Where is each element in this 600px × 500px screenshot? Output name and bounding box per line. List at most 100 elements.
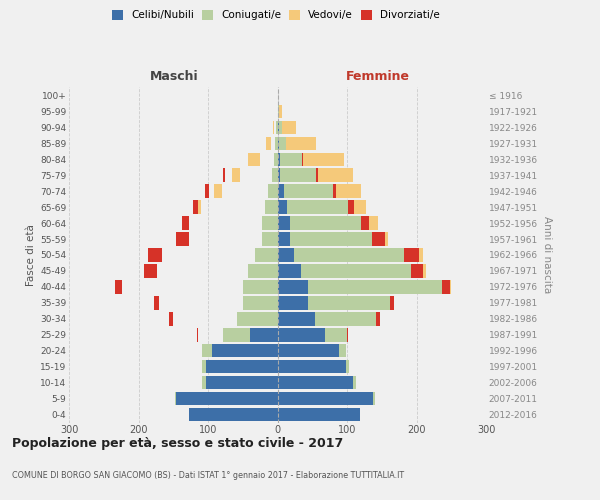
Bar: [188, 408, 277, 422]
Bar: [237, 312, 277, 326]
Bar: [346, 360, 349, 374]
Bar: [308, 280, 442, 293]
Bar: [338, 344, 346, 358]
Bar: [318, 168, 353, 182]
Bar: [277, 312, 315, 326]
Bar: [248, 152, 260, 166]
Bar: [223, 328, 250, 342]
Bar: [281, 120, 296, 134]
Bar: [274, 152, 277, 166]
Bar: [223, 168, 224, 182]
Bar: [169, 312, 173, 326]
Bar: [372, 232, 385, 246]
Bar: [148, 248, 162, 262]
Bar: [275, 136, 285, 150]
Bar: [349, 200, 354, 214]
Bar: [268, 184, 277, 198]
Bar: [325, 328, 347, 342]
Bar: [277, 264, 301, 278]
Bar: [115, 280, 122, 293]
Bar: [144, 264, 157, 278]
Bar: [243, 296, 277, 310]
Bar: [404, 248, 419, 262]
Bar: [424, 264, 425, 278]
Bar: [262, 232, 277, 246]
Bar: [279, 136, 286, 150]
Bar: [276, 120, 280, 134]
Bar: [175, 392, 176, 406]
Bar: [277, 200, 287, 214]
Bar: [145, 264, 147, 278]
Bar: [272, 120, 274, 134]
Bar: [290, 216, 361, 230]
Text: COMUNE DI BORGO SAN GIACOMO (BS) - Dati ISTAT 1° gennaio 2017 - Elaborazione TUT: COMUNE DI BORGO SAN GIACOMO (BS) - Dati …: [12, 471, 404, 480]
Bar: [205, 184, 209, 198]
Y-axis label: Fasce di età: Fasce di età: [26, 224, 36, 286]
Bar: [411, 264, 424, 278]
Bar: [277, 328, 325, 342]
Bar: [268, 184, 322, 198]
Bar: [277, 168, 280, 182]
Bar: [202, 344, 277, 358]
Bar: [149, 248, 151, 262]
Bar: [202, 360, 206, 374]
Bar: [202, 360, 277, 374]
Y-axis label: Anni di nascita: Anni di nascita: [542, 216, 552, 294]
Bar: [243, 280, 369, 293]
Bar: [277, 232, 290, 246]
Bar: [154, 296, 160, 310]
Bar: [265, 200, 277, 214]
Bar: [347, 328, 349, 342]
Bar: [336, 184, 361, 198]
Bar: [376, 312, 380, 326]
Bar: [272, 168, 312, 182]
Bar: [354, 200, 367, 214]
Bar: [369, 216, 377, 230]
Bar: [308, 296, 390, 310]
Bar: [274, 152, 301, 166]
Bar: [277, 88, 278, 102]
Bar: [333, 184, 336, 198]
Bar: [302, 152, 303, 166]
Bar: [182, 216, 189, 230]
Bar: [294, 248, 404, 262]
Bar: [277, 392, 373, 406]
Bar: [279, 104, 283, 118]
Bar: [361, 216, 369, 230]
Bar: [450, 280, 451, 293]
Bar: [280, 168, 316, 182]
Bar: [232, 168, 240, 182]
Legend: Celibi/Nubili, Coniugati/e, Vedovi/e, Divorziati/e: Celibi/Nubili, Coniugati/e, Vedovi/e, Di…: [112, 10, 440, 20]
Bar: [277, 104, 279, 118]
Bar: [419, 248, 423, 262]
Bar: [277, 216, 290, 230]
Bar: [202, 376, 277, 390]
Bar: [184, 216, 187, 230]
Bar: [243, 280, 277, 293]
Bar: [277, 120, 279, 134]
Bar: [243, 296, 332, 310]
Bar: [175, 392, 277, 406]
Bar: [255, 248, 361, 262]
Bar: [275, 136, 277, 150]
Bar: [353, 376, 356, 390]
Bar: [265, 200, 333, 214]
Bar: [266, 136, 271, 150]
Bar: [262, 232, 347, 246]
Bar: [277, 152, 280, 166]
Bar: [277, 296, 308, 310]
Bar: [277, 376, 353, 390]
Bar: [277, 280, 308, 293]
Bar: [277, 136, 279, 150]
Text: Popolazione per età, sesso e stato civile - 2017: Popolazione per età, sesso e stato civil…: [12, 438, 343, 450]
Bar: [277, 344, 338, 358]
Bar: [202, 376, 206, 390]
Bar: [272, 168, 277, 182]
Bar: [237, 312, 305, 326]
Bar: [277, 184, 284, 198]
Bar: [193, 200, 198, 214]
Bar: [197, 328, 198, 342]
Bar: [277, 360, 346, 374]
Bar: [176, 232, 188, 246]
Bar: [248, 264, 351, 278]
